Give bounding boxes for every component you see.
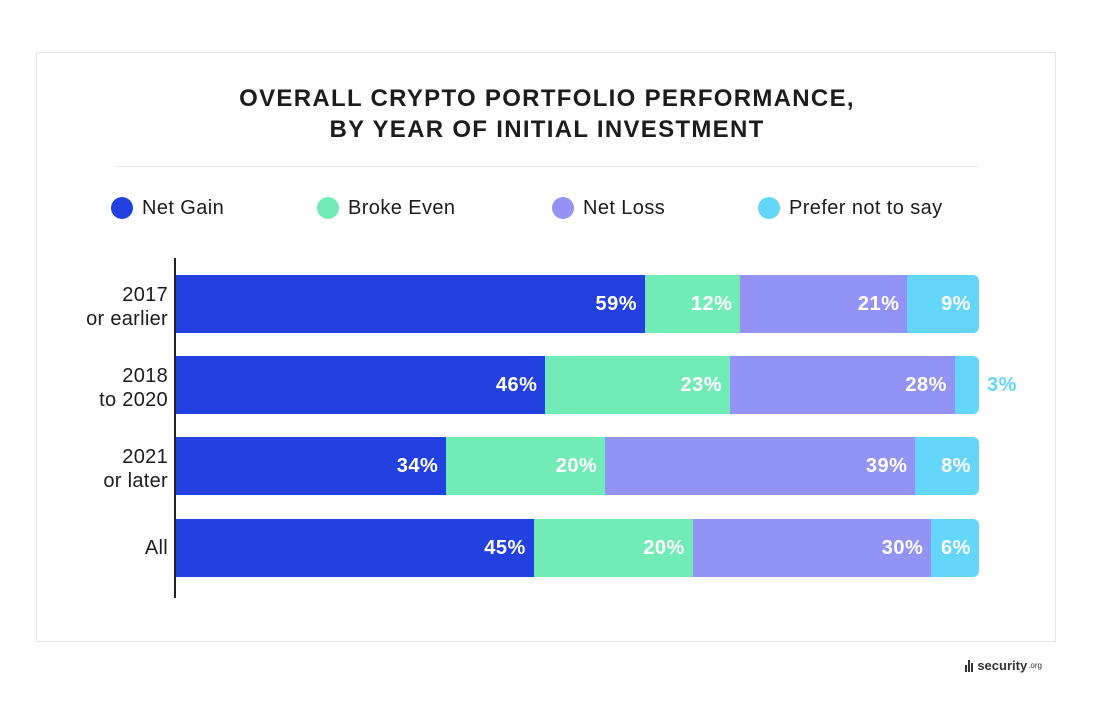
data-label: 46% [495,373,538,396]
data-label: 12% [690,292,733,315]
data-label: 6% [941,536,971,559]
bar-segment-prefer-not-to-say: 8% [915,437,979,495]
security-org-logo: security .org [965,658,1042,673]
category-label-all: All [145,536,168,560]
legend-swatch-prefer-not-to-say [758,197,780,219]
bar-segment-prefer-not-to-say [954,356,979,414]
data-label: 59% [595,292,638,315]
legend-label-broke-even: Broke Even [348,196,456,219]
category-label-line: 2017 [122,284,168,306]
bar-row-2017-or-earlier: 59% 12% 21% 9% [176,275,979,333]
legend-label-net-loss: Net Loss [583,196,666,219]
bar-row-all: 45% 20% 30% 6% [176,519,979,577]
category-label-line: 2018 [122,365,168,387]
data-label: 23% [680,373,723,396]
legend-item-net-gain: Net Gain [111,196,224,220]
category-label-line: 2021 [122,446,168,468]
data-label-outside: 3% [987,374,1017,396]
data-label: 8% [941,454,971,477]
bar-segment-broke-even: 20% [446,437,606,495]
chart-title-line-1: OVERALL CRYPTO PORTFOLIO PERFORMANCE, [239,85,855,112]
bar-segment-net-loss: 21% [740,275,908,333]
data-label: 28% [905,373,947,396]
data-label: 30% [881,536,924,559]
bars-logo-icon [965,659,974,672]
logo-suffix: .org [1028,661,1042,670]
bar-segment-net-gain: 34% [176,437,447,495]
legend-swatch-net-gain [111,197,133,219]
title-divider [115,166,978,167]
bar-segment-net-gain: 45% [176,519,534,577]
logo-text: security [977,658,1028,673]
bar-segment-broke-even: 23% [545,356,731,414]
bar-segment-net-gain: 46% [176,356,546,414]
bar-segment-net-loss: 28% [730,356,955,414]
legend-item-net-loss: Net Loss [552,196,665,220]
data-label: 45% [484,536,526,559]
bar-segment-prefer-not-to-say: 9% [907,275,979,333]
category-label-line: or earlier [86,308,168,330]
legend-item-broke-even: Broke Even [317,196,455,220]
bar-row-2021-or-later: 34% 20% 39% 8% [176,437,979,495]
category-label-2017-or-earlier: 2017 or earlier [86,283,168,331]
bar-segment-net-gain: 59% [176,275,646,333]
bar-segment-net-loss: 30% [692,519,932,577]
bar-segment-broke-even: 20% [533,519,693,577]
bar-segment-net-loss: 39% [605,437,916,495]
chart-title-line-2: BY YEAR OF INITIAL INVESTMENT [329,116,765,143]
legend-swatch-net-loss [552,197,574,219]
category-label-line: to 2020 [99,389,168,411]
category-label-line: or later [103,470,168,492]
legend-label-prefer-not-to-say: Prefer not to say [789,196,943,219]
bar-segment-broke-even: 12% [645,275,741,333]
data-label: 39% [865,454,908,477]
data-label: 20% [643,536,685,559]
category-label-2021-or-later: 2021 or later [103,445,168,493]
y-axis-line [174,258,176,598]
legend-label-net-gain: Net Gain [142,196,225,219]
data-label: 21% [857,292,900,315]
bar-segment-prefer-not-to-say: 6% [931,519,979,577]
data-label: 34% [396,454,439,477]
bar-row-2018-to-2020: 46% 23% 28% [176,356,979,414]
chart-title: OVERALL CRYPTO PORTFOLIO PERFORMANCE, BY… [0,83,1094,145]
data-label: 20% [555,454,598,477]
legend-swatch-broke-even [317,197,339,219]
category-label-2018-to-2020: 2018 to 2020 [99,364,168,412]
data-label: 9% [941,292,971,315]
legend-item-prefer-not-to-say: Prefer not to say [758,196,943,220]
category-label-line: All [144,537,168,559]
